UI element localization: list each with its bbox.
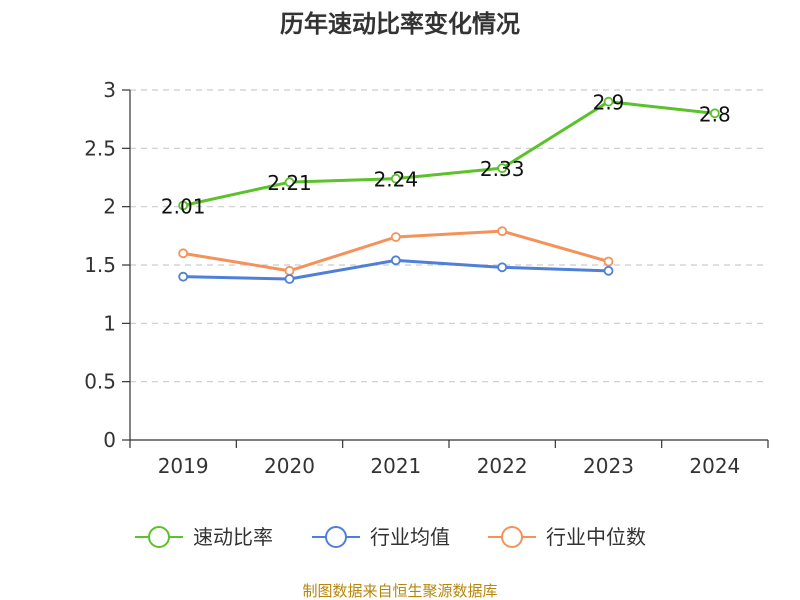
grid-lines — [130, 89, 768, 383]
data-point — [178, 200, 189, 211]
legend-marker — [148, 526, 170, 548]
legend-item[interactable]: 行业中位数 — [488, 525, 646, 549]
data-point — [603, 96, 614, 107]
chart-title: 历年速动比率变化情况 — [280, 10, 520, 38]
data-point — [497, 262, 508, 273]
y-tick-label: 1 — [103, 311, 116, 335]
data-point — [284, 265, 295, 276]
data-labels: 2.01 2.21 2.24 2.33 2.9 2.8 — [161, 91, 731, 219]
data-point — [284, 177, 295, 188]
series-group — [178, 96, 720, 284]
legend[interactable]: 速动比率 行业均值 行业中位数 — [135, 525, 646, 549]
y-tick-label: 2 — [103, 195, 116, 219]
data-point — [390, 232, 401, 242]
x-tick-label: 2023 — [583, 454, 634, 478]
data-point — [603, 256, 614, 267]
data-label: 2.24 — [374, 168, 419, 192]
data-point — [709, 108, 720, 119]
data-point — [284, 274, 295, 284]
x-tick-label: 2024 — [689, 454, 740, 478]
data-point — [497, 163, 508, 174]
data-label: 2.9 — [593, 91, 625, 115]
data-label: 2.01 — [161, 195, 206, 219]
legend-marker — [501, 526, 523, 548]
y-tick-label: 0.5 — [84, 370, 116, 394]
legend-item[interactable]: 速动比率 — [135, 525, 273, 549]
data-point — [178, 271, 189, 282]
legend-marker — [325, 526, 347, 548]
axes: 0 0.5 1 1.5 2 2.5 3 2019 2020 2021 2022 2023 2024 — [84, 78, 769, 478]
data-point — [390, 255, 401, 266]
y-tick-label: 0 — [103, 428, 116, 452]
data-label: 2.8 — [699, 102, 731, 126]
x-tick-label: 2020 — [264, 454, 315, 478]
series-line — [182, 100, 715, 207]
legend-label: 行业中位数 — [546, 525, 646, 549]
source-note: 制图数据来自恒生聚源数据库 — [302, 582, 497, 600]
x-tick-label: 2019 — [158, 454, 209, 478]
data-label: 2.21 — [267, 171, 312, 195]
data-label: 2.33 — [480, 157, 525, 181]
legend-label: 行业均值 — [370, 525, 450, 549]
x-tick-label: 2021 — [370, 454, 421, 478]
legend-label: 速动比率 — [193, 525, 273, 549]
x-tick-label: 2022 — [477, 454, 528, 478]
data-point — [497, 226, 508, 237]
y-tick-label: 2.5 — [84, 136, 116, 160]
data-point — [603, 265, 614, 276]
y-tick-label: 3 — [103, 78, 116, 102]
y-tick-label: 1.5 — [84, 253, 116, 277]
data-point — [390, 173, 401, 184]
legend-item[interactable]: 行业均值 — [312, 525, 450, 549]
data-point — [178, 248, 189, 259]
